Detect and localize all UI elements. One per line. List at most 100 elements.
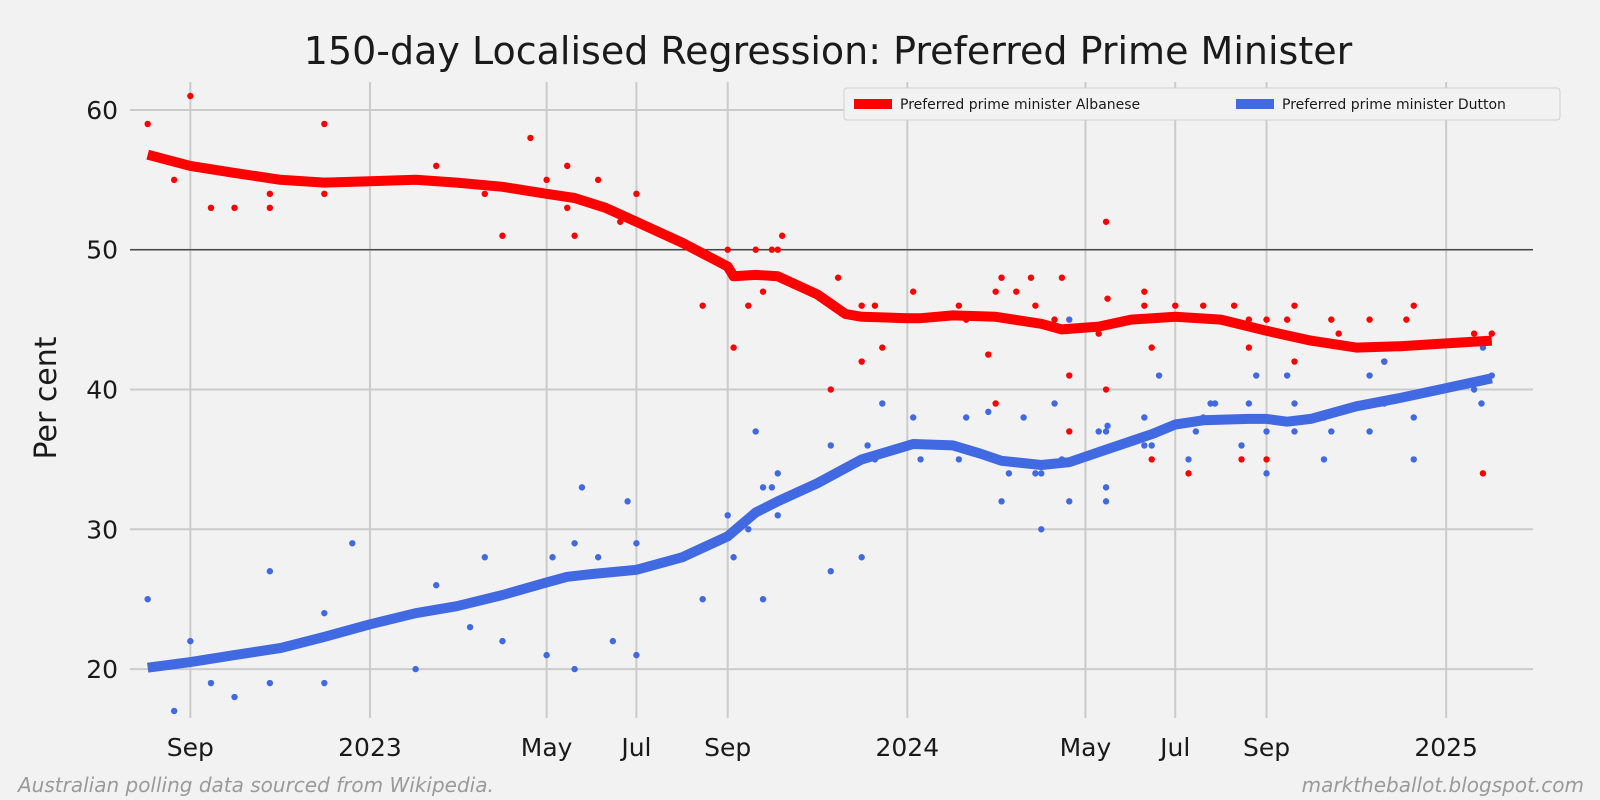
poll-point-dutton — [955, 456, 963, 463]
y-tick-label: 30 — [86, 515, 118, 544]
poll-point-albanese — [1245, 344, 1253, 351]
poll-point-albanese — [1200, 302, 1207, 309]
poll-point-dutton — [774, 470, 781, 477]
poll-point-dutton — [1263, 470, 1270, 477]
poll-point-dutton — [349, 540, 356, 547]
poll-point-dutton — [499, 637, 506, 645]
poll-point-albanese — [1263, 316, 1270, 323]
poll-point-dutton — [1470, 386, 1478, 393]
poll-point-dutton — [266, 568, 274, 575]
legend: Preferred prime minister Albanese Prefer… — [843, 87, 1561, 121]
x-tick-label: Sep — [704, 733, 751, 762]
legend-label-dutton: Preferred prime minister Dutton — [1282, 97, 1506, 113]
poll-point-albanese — [1027, 274, 1035, 281]
poll-point-albanese — [1013, 288, 1020, 295]
y-axis-label: Per cent — [29, 336, 64, 459]
legend-label-albanese: Preferred prime minister Albanese — [900, 97, 1140, 113]
poll-point-dutton — [609, 637, 617, 645]
poll-point-albanese — [564, 204, 571, 212]
poll-point-dutton — [1051, 400, 1058, 407]
poll-point-albanese — [858, 358, 865, 365]
poll-point-dutton — [633, 540, 640, 547]
poll-point-dutton — [571, 540, 578, 547]
poll-point-albanese — [992, 400, 999, 407]
poll-point-dutton — [1381, 358, 1388, 365]
poll-point-dutton — [879, 400, 886, 407]
poll-point-dutton — [633, 651, 640, 659]
poll-point-albanese — [1172, 302, 1179, 309]
poll-point-albanese — [699, 302, 706, 309]
poll-point-dutton — [481, 554, 488, 561]
poll-point-dutton — [1283, 372, 1291, 379]
footer-source: Australian polling data sourced from Wik… — [16, 773, 494, 797]
poll-point-dutton — [998, 498, 1005, 505]
poll-point-albanese — [1470, 330, 1478, 337]
poll-point-albanese — [910, 288, 917, 295]
poll-point-dutton — [571, 665, 578, 673]
poll-point-albanese — [1328, 316, 1335, 323]
poll-point-dutton — [543, 651, 550, 659]
x-tick-label: Jul — [1158, 733, 1190, 762]
poll-point-albanese — [321, 190, 328, 198]
poll-point-dutton — [963, 414, 970, 421]
poll-point-albanese — [1185, 470, 1192, 477]
trend-line-dutton — [147, 373, 1493, 673]
poll-point-dutton — [321, 679, 328, 687]
poll-point-dutton — [594, 554, 602, 561]
poll-point-albanese — [207, 204, 215, 212]
poll-point-dutton — [1185, 456, 1192, 463]
poll-point-albanese — [266, 204, 274, 212]
poll-point-dutton — [1366, 428, 1373, 435]
poll-point-dutton — [1141, 442, 1148, 449]
poll-point-dutton — [699, 595, 706, 603]
poll-point-albanese — [1102, 218, 1110, 225]
poll-point-albanese — [724, 246, 731, 253]
poll-point-albanese — [1148, 456, 1155, 463]
poll-point-dutton — [578, 484, 586, 491]
poll-point-albanese — [752, 246, 759, 253]
x-axis-ticks: Sep 2023 May Jul Sep 2024 May Jul Sep 2025 — [167, 733, 1478, 762]
poll-point-albanese — [992, 288, 999, 295]
poll-point-albanese — [481, 190, 488, 198]
poll-point-albanese — [1104, 295, 1111, 302]
poll-point-dutton — [858, 554, 865, 561]
y-tick-label: 40 — [86, 376, 118, 405]
poll-point-albanese — [231, 204, 238, 212]
poll-point-albanese — [1488, 330, 1495, 337]
poll-point-dutton — [1038, 470, 1045, 477]
poll-point-dutton — [466, 623, 474, 631]
poll-point-dutton — [1066, 498, 1073, 505]
poll-point-dutton — [549, 554, 556, 561]
poll-point-dutton — [1211, 400, 1219, 407]
poll-point-albanese — [1230, 302, 1238, 309]
poll-point-dutton — [759, 484, 767, 491]
poll-point-albanese — [879, 344, 886, 351]
poll-point-albanese — [594, 176, 602, 184]
poll-point-albanese — [955, 302, 963, 309]
poll-point-dutton — [1263, 428, 1270, 435]
poll-point-dutton — [745, 526, 752, 533]
poll-point-albanese — [1283, 316, 1291, 323]
poll-point-albanese — [759, 288, 767, 295]
poll-point-dutton — [433, 582, 440, 589]
poll-point-albanese — [1291, 358, 1298, 365]
poll-point-dutton — [1102, 484, 1110, 491]
poll-point-dutton — [985, 408, 992, 416]
x-tick-label: Jul — [619, 733, 651, 762]
trend-lines — [146, 149, 1493, 673]
poll-point-albanese — [321, 120, 328, 128]
poll-point-dutton — [1478, 400, 1485, 407]
x-tick-label: 2025 — [1414, 733, 1478, 762]
poll-point-albanese — [985, 351, 992, 358]
poll-point-albanese — [571, 232, 578, 239]
poll-point-dutton — [1253, 372, 1260, 379]
poll-point-dutton — [1148, 442, 1155, 449]
poll-point-albanese — [1410, 302, 1417, 309]
poll-point-albanese — [1058, 274, 1066, 281]
poll-point-albanese — [1141, 302, 1148, 309]
poll-point-dutton — [864, 442, 871, 449]
poll-point-dutton — [1032, 470, 1039, 477]
y-tick-label: 60 — [86, 96, 118, 125]
poll-point-albanese — [774, 246, 781, 253]
